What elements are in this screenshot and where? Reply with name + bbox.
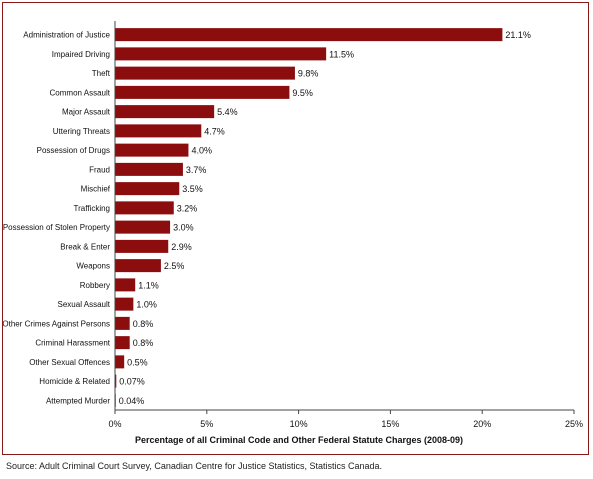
category-label: Possession of Stolen Property — [3, 223, 110, 232]
x-tick-label: 10% — [290, 419, 308, 429]
bar — [115, 316, 130, 330]
x-tick-label: 5% — [200, 419, 213, 429]
data-label: 21.1% — [505, 30, 531, 40]
x-axis-title: Percentage of all Criminal Code and Othe… — [135, 435, 463, 445]
bar — [115, 355, 125, 369]
bar — [115, 143, 189, 157]
bar — [115, 201, 174, 215]
bar — [115, 297, 134, 311]
data-label: 11.5% — [329, 49, 354, 59]
bar — [115, 220, 171, 234]
bar-chart: Administration of Justice 21.1% Impaired D… — [3, 21, 583, 445]
category-label: Impaired Driving — [52, 50, 110, 59]
bar — [115, 336, 130, 350]
data-label: 4.0% — [191, 146, 212, 156]
category-label: Possession of Drugs — [37, 146, 110, 155]
category-label: Uttering Threats — [53, 127, 110, 136]
data-label: 1.0% — [136, 300, 157, 310]
x-tick-label: 15% — [381, 419, 399, 429]
bar — [115, 239, 169, 253]
bar — [115, 85, 290, 99]
category-label: Attempted Murder — [46, 396, 110, 405]
data-label: 9.8% — [298, 69, 319, 79]
data-label: 0.04% — [119, 396, 145, 406]
category-label: Other Sexual Offences — [29, 358, 110, 367]
data-label: 9.5% — [292, 88, 313, 98]
bar — [115, 182, 180, 196]
bar — [115, 162, 183, 176]
source-note: Source: Adult Criminal Court Survey, Can… — [6, 461, 382, 471]
x-axis: 0% 5% 10% 15% 20% 25% — [108, 21, 583, 429]
bar — [115, 47, 327, 61]
category-label: Common Assault — [50, 88, 111, 97]
bar — [115, 124, 202, 138]
data-label: 3.2% — [177, 203, 198, 213]
data-label: 3.7% — [186, 165, 207, 175]
category-label: Major Assault — [62, 108, 111, 117]
bar — [115, 105, 215, 119]
bar — [115, 259, 161, 273]
data-label: 3.0% — [173, 223, 194, 233]
category-label: Administration of Justice — [23, 31, 110, 40]
category-label: Mischief — [81, 185, 111, 194]
data-label: 4.7% — [204, 126, 225, 136]
data-label: 1.1% — [138, 280, 159, 290]
x-tick-label: 25% — [565, 419, 583, 429]
bar — [115, 66, 295, 80]
bar — [115, 278, 136, 292]
data-label: 3.5% — [182, 184, 203, 194]
category-label: Break & Enter — [60, 242, 110, 251]
category-label: Fraud — [89, 165, 110, 174]
x-tick-label: 0% — [108, 419, 121, 429]
category-label: Criminal Harassment — [35, 339, 110, 348]
category-label: Homicide & Related — [39, 377, 110, 386]
chart-frame: Administration of Justice 21.1% Impaired D… — [2, 2, 589, 455]
category-label: Sexual Assault — [58, 300, 111, 309]
data-label: 0.5% — [127, 357, 148, 367]
category-label: Other Crimes Against Persons — [3, 319, 110, 328]
data-label: 5.4% — [217, 107, 238, 117]
data-label: 0.8% — [133, 338, 154, 348]
data-label: 0.07% — [119, 377, 145, 387]
data-label: 2.9% — [171, 242, 192, 252]
category-label: Weapons — [76, 262, 110, 271]
category-label: Trafficking — [74, 204, 110, 213]
x-tick-label: 20% — [473, 419, 491, 429]
data-label: 2.5% — [164, 261, 185, 271]
bar — [115, 374, 117, 388]
bar — [115, 28, 503, 42]
labels-layer: Administration of Justice 21.1% Impaired D… — [3, 30, 531, 406]
data-label: 0.8% — [133, 319, 154, 329]
category-label: Robbery — [80, 281, 110, 290]
category-label: Theft — [92, 69, 111, 78]
bars-layer — [115, 28, 503, 407]
